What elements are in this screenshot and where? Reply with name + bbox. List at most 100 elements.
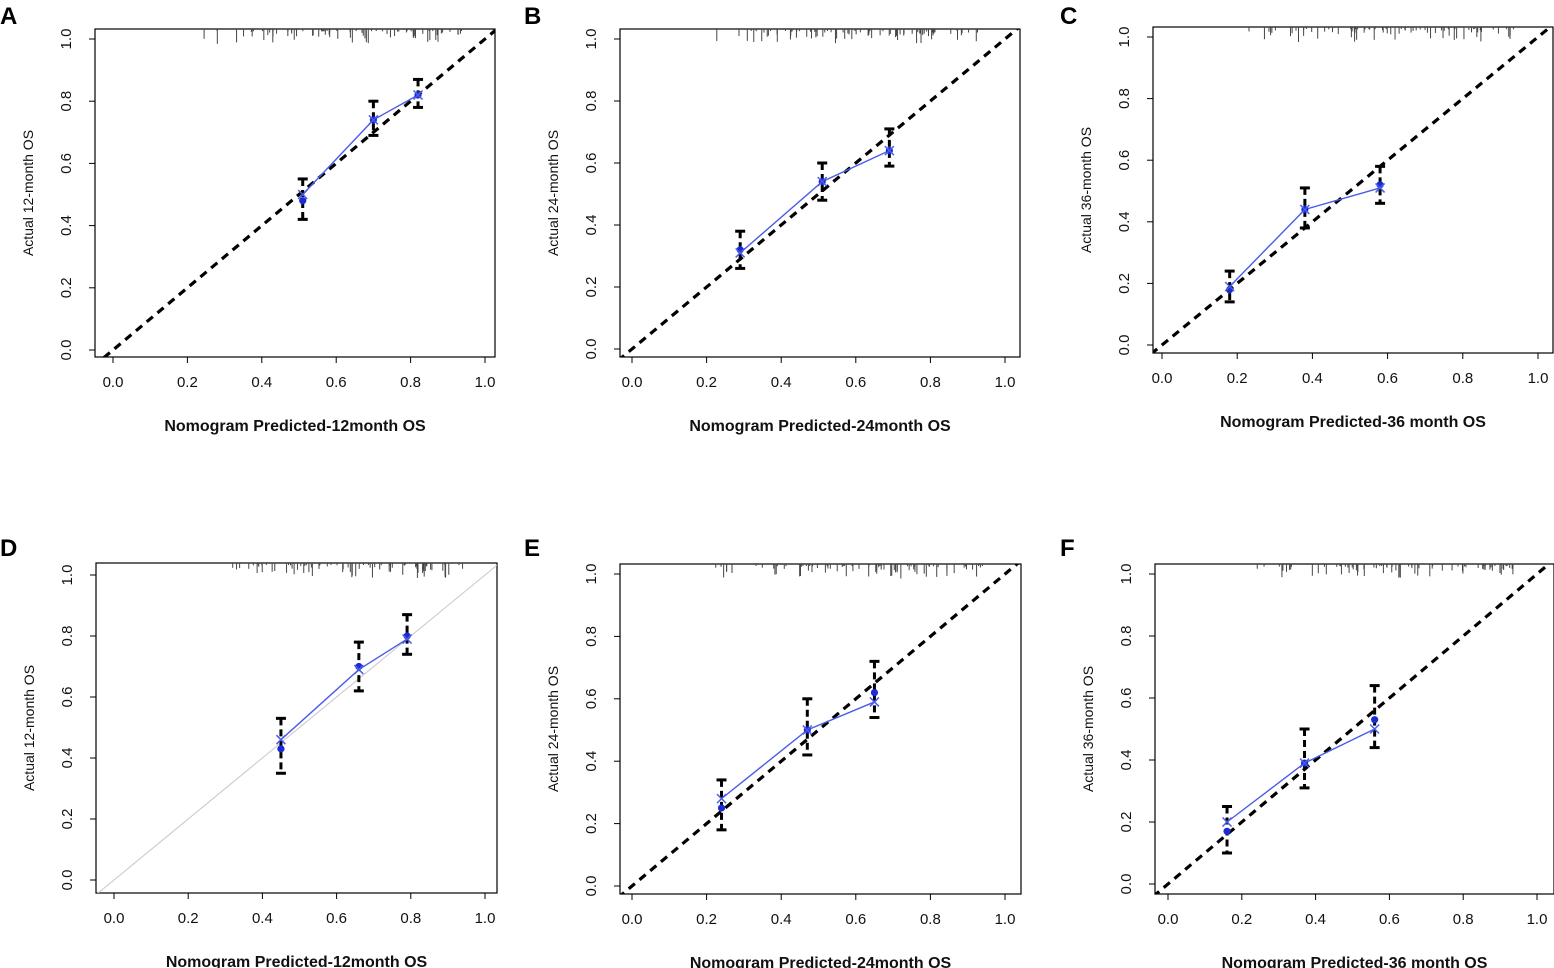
- calibration-panel-b: B 0.0 0.2 0.4 0.6 0.8 1.0 0.0 0.2 0.4 0.6 0.8 1.0 Nom…: [524, 3, 1021, 435]
- x-tick-label: 0.4: [1305, 911, 1326, 928]
- error-bar: [297, 177, 308, 221]
- calibration-line: [721, 701, 875, 800]
- y-axis: 0.0 0.2 0.4 0.6 0.8 1.0: [1118, 564, 1155, 894]
- x-axis-title: Nomogram Predicted-24month OS: [689, 418, 951, 435]
- x-axis: 0.0 0.2 0.4 0.6 0.8 1.0: [1158, 894, 1548, 928]
- y-axis-title: Actual 12-month OS: [20, 130, 36, 256]
- calibration-series: [1222, 684, 1380, 855]
- error-bar: [1299, 186, 1310, 230]
- y-tick-label: 0.2: [1116, 273, 1133, 294]
- y-tick-label: 0.2: [583, 277, 600, 298]
- plot-frame: [94, 28, 496, 358]
- x-tick-label: 0.6: [1377, 370, 1398, 387]
- y-tick-label: 0.8: [583, 91, 600, 112]
- panel-letter: F: [1060, 535, 1075, 562]
- rug-marks: [716, 29, 978, 44]
- y-tick-label: 0.8: [1116, 88, 1133, 109]
- ideal-reference-line: [620, 29, 1020, 357]
- bias-corrected-mark: [402, 634, 413, 645]
- y-tick-label: 0.4: [59, 748, 76, 769]
- y-tick-label: 0.4: [583, 215, 600, 236]
- ideal-reference-line: [1155, 564, 1552, 894]
- y-tick-label: 0.6: [583, 153, 600, 174]
- y-tick-label: 0.2: [583, 813, 600, 834]
- bias-corrected-mark: [817, 176, 828, 187]
- y-tick-label: 0.0: [583, 339, 600, 360]
- plot-frame: [1154, 563, 1554, 895]
- observed-point: [1371, 716, 1379, 724]
- observed-point: [870, 688, 879, 697]
- rug-marks: [715, 564, 983, 579]
- panel-letter: C: [1060, 3, 1077, 30]
- bias-corrected-mark: [735, 247, 746, 258]
- bias-corrected-mark: [368, 114, 379, 125]
- error-bar: [735, 229, 746, 270]
- bias-corrected-mark: [1299, 758, 1310, 769]
- observed-point: [277, 745, 285, 753]
- calibration-line: [739, 149, 890, 254]
- calibration-panel-a: A 0.0 0.2 0.4 0.6 0.8 1.0 0.0 0.2 0.4 0.6 0.8 1.0 Nom…: [0, 3, 496, 435]
- x-tick-label: 0.8: [920, 374, 941, 391]
- calibration-panel-d: D 0.0 0.2 0.4 0.6 0.8 1.0 0.0 0.2 0.4 0.6 0.8 1.0 Nom…: [0, 535, 498, 968]
- rug-marks: [1256, 564, 1514, 578]
- calibration-line: [302, 94, 419, 195]
- y-tick-label: 0.2: [1118, 812, 1135, 833]
- bias-corrected-mark: [1224, 281, 1235, 292]
- y-tick-label: 1.0: [583, 564, 600, 585]
- x-axis: 0.0 0.2 0.4 0.6 0.8 1.0: [622, 894, 1015, 928]
- x-tick-label: 0.0: [622, 374, 643, 391]
- x-tick-label: 1.0: [475, 374, 496, 391]
- calibration-series: [275, 613, 413, 775]
- y-tick-label: 0.0: [58, 340, 75, 361]
- x-tick-label: 0.0: [622, 911, 643, 928]
- x-tick-label: 0.0: [1158, 911, 1179, 928]
- x-tick-label: 0.4: [1302, 370, 1323, 387]
- y-axis-title: Actual 24-month OS: [545, 666, 561, 792]
- calibration-panel-f: F 0.0 0.2 0.4 0.6 0.8 1.0 0.0 0.2 0.4 0.6 0.8 1.0 Nom…: [1060, 535, 1554, 968]
- ideal-reference-line: [1153, 27, 1553, 353]
- x-axis: 0.0 0.2 0.4 0.6 0.8 1.0: [103, 357, 496, 391]
- y-tick-label: 0.4: [1116, 211, 1133, 232]
- y-tick-label: 0.2: [59, 809, 76, 830]
- x-tick-label: 0.6: [326, 374, 347, 391]
- y-tick-label: 0.8: [1118, 626, 1135, 647]
- bias-corrected-mark: [716, 793, 727, 804]
- x-axis: 0.0 0.2 0.4 0.6 0.8 1.0: [104, 893, 495, 927]
- y-tick-label: 0.6: [59, 687, 76, 708]
- y-tick-label: 0.2: [58, 277, 75, 298]
- x-tick-label: 0.0: [104, 910, 125, 927]
- x-axis-title: Nomogram Predicted-36 month OS: [1220, 414, 1486, 431]
- observed-point: [1223, 827, 1231, 835]
- x-tick-label: 0.8: [920, 911, 941, 928]
- y-tick-label: 0.8: [583, 626, 600, 647]
- x-tick-label: 1.0: [1528, 370, 1549, 387]
- ideal-reference-line: [620, 564, 1020, 894]
- rug-marks: [1248, 27, 1514, 42]
- x-tick-label: 0.8: [400, 374, 421, 391]
- y-axis-title: Actual 12-month OS: [21, 665, 37, 791]
- x-tick-label: 0.8: [400, 910, 421, 927]
- rug-marks: [203, 29, 463, 44]
- y-tick-label: 1.0: [59, 565, 76, 586]
- panel-letter: E: [524, 535, 540, 562]
- x-tick-label: 0.4: [251, 374, 272, 391]
- x-tick-label: 0.8: [1452, 370, 1473, 387]
- observed-point: [299, 197, 307, 205]
- y-tick-label: 1.0: [1118, 564, 1135, 585]
- plot-frame: [619, 563, 1022, 895]
- x-tick-label: 0.2: [1227, 370, 1248, 387]
- x-tick-label: 0.2: [178, 910, 199, 927]
- y-axis: 0.0 0.2 0.4 0.6 0.8 1.0: [1116, 27, 1153, 355]
- observed-point: [717, 804, 726, 812]
- y-tick-label: 0.8: [59, 626, 76, 647]
- calibration-panel-e: E 0.0 0.2 0.4 0.6 0.8 1.0 0.0 0.2 0.4 0.6 0.8 1.0 Nom…: [524, 535, 1022, 968]
- calibration-series: [735, 127, 895, 270]
- x-axis-title: Nomogram Predicted-36 month OS: [1222, 955, 1488, 968]
- y-axis-title: Actual 24-month OS: [545, 130, 561, 256]
- calibration-line: [1226, 728, 1375, 823]
- error-bar: [884, 127, 895, 168]
- x-tick-label: 1.0: [1527, 911, 1548, 928]
- y-tick-label: 0.6: [58, 153, 75, 174]
- x-tick-label: 0.6: [326, 910, 347, 927]
